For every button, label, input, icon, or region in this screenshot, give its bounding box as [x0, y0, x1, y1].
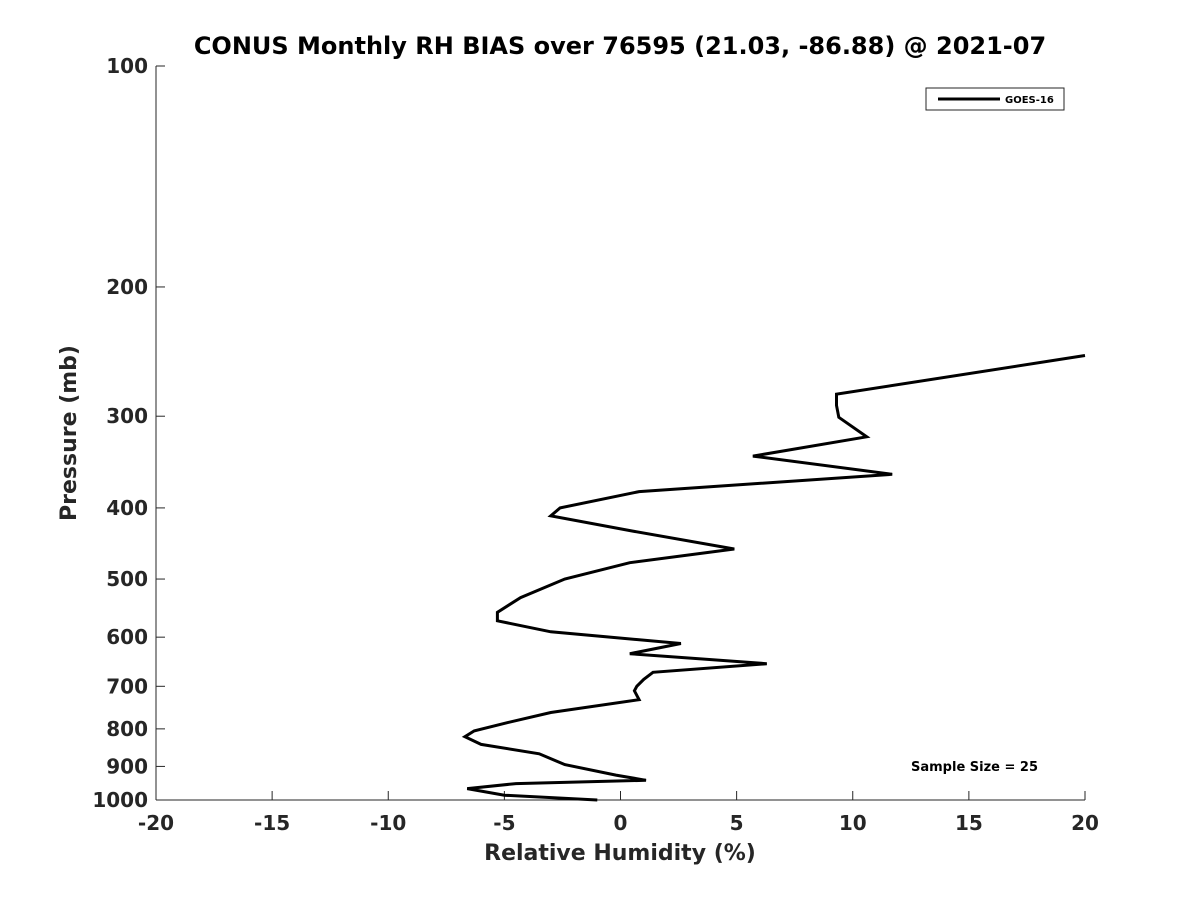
y-tick-label: 700: [106, 674, 148, 698]
series-line-goes16: [461, 354, 1086, 802]
y-tick-label: 100: [106, 54, 148, 78]
y-tick-label: 500: [106, 567, 148, 591]
y-tick-label: 1000: [92, 788, 148, 812]
x-tick-label: 0: [614, 811, 628, 835]
x-tick-label: -15: [254, 811, 290, 835]
legend: GOES-16: [925, 87, 1065, 111]
y-ticks: 100 200 300 400 500 600 700 800 900 1000: [92, 54, 165, 812]
sample-size-annotation: Sample Size = 25: [911, 760, 1038, 775]
series-group: [461, 354, 1086, 802]
x-axis-label: Relative Humidity (%): [484, 841, 756, 866]
y-tick-label: 200: [106, 275, 148, 299]
x-tick-label: -5: [493, 811, 515, 835]
y-tick-label: 400: [106, 496, 148, 520]
y-tick-label: 800: [106, 717, 148, 741]
x-tick-label: -10: [370, 811, 406, 835]
x-tick-label: 15: [955, 811, 983, 835]
legend-label-goes16: GOES-16: [1005, 95, 1054, 106]
x-tick-label: 5: [730, 811, 744, 835]
x-ticks: -20 -15 -10 -5 0 5 10 15 20: [138, 791, 1099, 835]
y-axis-label: Pressure (mb): [57, 345, 82, 521]
y-tick-label: 300: [106, 404, 148, 428]
chart-title: CONUS Monthly RH BIAS over 76595 (21.03,…: [194, 32, 1046, 60]
x-tick-label: 10: [839, 811, 867, 835]
y-tick-label: 900: [106, 754, 148, 778]
x-tick-label: 20: [1071, 811, 1099, 835]
x-tick-label: -20: [138, 811, 174, 835]
y-tick-label: 600: [106, 625, 148, 649]
